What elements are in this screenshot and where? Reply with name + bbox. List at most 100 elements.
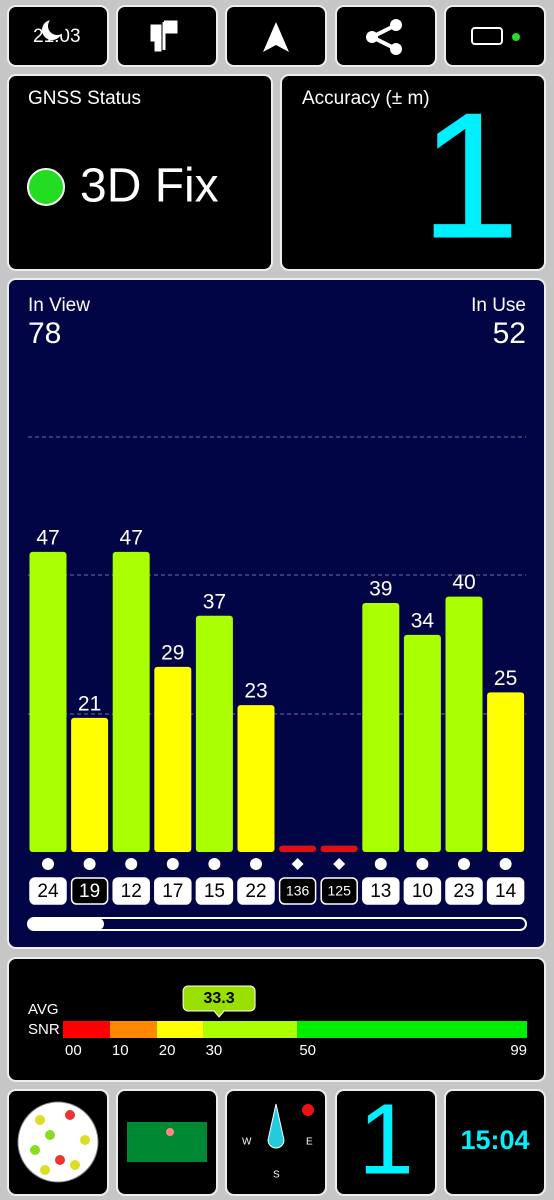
snr-value: 29 xyxy=(161,641,184,664)
prn-label: 136 xyxy=(286,883,310,899)
used-marker xyxy=(166,858,179,870)
prn-box[interactable] xyxy=(237,877,275,905)
prn-box[interactable] xyxy=(278,877,317,905)
unused-marker xyxy=(333,858,346,870)
scroll-thumb[interactable] xyxy=(28,918,104,930)
share-tile[interactable] xyxy=(335,5,437,67)
snr-value: 39 xyxy=(369,578,392,601)
prn-label: 15 xyxy=(204,881,225,902)
clock-tile[interactable] xyxy=(444,1089,546,1196)
snr-bar xyxy=(487,692,525,852)
poi-icon xyxy=(150,20,178,52)
prn-label: 125 xyxy=(328,883,352,899)
avg-value: 33.3 xyxy=(204,990,235,1007)
poi-tile[interactable] xyxy=(116,5,218,67)
snr-value: 21 xyxy=(78,692,101,715)
prn-box[interactable] xyxy=(195,877,234,905)
map-icon xyxy=(127,1122,207,1162)
snr-value: 47 xyxy=(120,526,143,549)
compass-letter: S xyxy=(273,1170,280,1181)
prn-label: 10 xyxy=(412,881,433,902)
prn-box[interactable] xyxy=(154,877,192,905)
snr-panel[interactable] xyxy=(7,957,546,1082)
used-marker xyxy=(374,858,387,870)
snr-bar xyxy=(362,602,400,852)
fix-text: 3D Fix xyxy=(80,160,219,213)
snr-value: 47 xyxy=(36,526,59,549)
snr-tick-label: 99 xyxy=(510,1042,527,1059)
snr-bar xyxy=(237,705,275,852)
prn-label: 22 xyxy=(245,881,266,902)
battery-tile[interactable] xyxy=(444,5,546,67)
used-marker xyxy=(416,858,429,870)
avg-pointer xyxy=(182,985,256,1018)
prn-box[interactable] xyxy=(362,877,400,905)
guide-lines xyxy=(28,436,526,715)
used-marker xyxy=(499,858,512,870)
status-bar: 21:03 xyxy=(7,5,546,67)
prn-label: 14 xyxy=(495,881,517,902)
prn-label: 12 xyxy=(121,881,142,902)
snr-segment xyxy=(203,1021,298,1038)
snr-segment xyxy=(156,1021,204,1038)
map-marker xyxy=(166,1128,174,1136)
used-marker xyxy=(208,858,221,870)
accuracy-mini-tile[interactable] xyxy=(335,1089,437,1196)
snr-segment xyxy=(63,1021,110,1038)
gnss-status-title: GNSS Status xyxy=(28,88,141,109)
snr-segment xyxy=(297,1021,527,1038)
used-marker xyxy=(250,858,262,870)
prn-box[interactable] xyxy=(320,877,358,905)
used-marker xyxy=(83,858,96,870)
compass-letter: W xyxy=(242,1137,252,1148)
share-dot xyxy=(390,43,402,55)
compass-dot xyxy=(302,1104,314,1116)
clock: 15:04 xyxy=(460,1125,529,1155)
prn-box[interactable] xyxy=(486,877,525,905)
snr-value: 40 xyxy=(452,571,475,594)
compass-needle xyxy=(267,1103,285,1149)
snr-tick-label: 20 xyxy=(159,1042,176,1059)
used-marker xyxy=(125,858,138,870)
prn-box[interactable] xyxy=(70,877,109,905)
prn-box[interactable] xyxy=(29,877,67,905)
snr-tick-label: 30 xyxy=(206,1042,223,1059)
accuracy-mini: 1 xyxy=(358,1083,414,1195)
prn-box[interactable] xyxy=(112,877,150,905)
snr-bar xyxy=(403,634,441,852)
in-view-label: In View xyxy=(28,295,90,316)
fix-indicator xyxy=(27,168,65,206)
in-view-value: 78 xyxy=(28,317,61,350)
used-marker xyxy=(42,858,54,870)
prn-label: 23 xyxy=(453,881,474,902)
used-marker xyxy=(458,858,470,870)
snr-tick-label: 50 xyxy=(299,1042,316,1059)
prn-label: 19 xyxy=(79,881,100,902)
prn-label: 24 xyxy=(37,881,59,902)
snr-value: 34 xyxy=(411,609,435,632)
snr-tick-label: 10 xyxy=(112,1042,129,1059)
unused-marker xyxy=(291,858,304,870)
snr-segment xyxy=(109,1021,157,1038)
snr-bars: 47 24 21 19 47 12 29 17 37 15 23 22 136 125 39 13 34 10 40… xyxy=(29,526,525,905)
avg-label: AVG xyxy=(28,1001,59,1018)
prn-box[interactable] xyxy=(445,877,483,905)
accuracy-tile[interactable] xyxy=(280,74,546,271)
moon-icon-cut xyxy=(48,17,66,35)
snr-scale: 00 10 20 30 50 99 33.3 xyxy=(62,985,528,1059)
share-dot xyxy=(390,19,402,31)
in-use-value: 52 xyxy=(493,317,526,350)
snr-bar xyxy=(279,845,317,852)
compass-letter: E xyxy=(306,1137,313,1148)
snr-label: SNR xyxy=(28,1021,60,1038)
snr-bar xyxy=(112,551,150,852)
battery-icon xyxy=(471,27,503,45)
prn-box[interactable] xyxy=(403,877,442,905)
gnss-status-tile[interactable] xyxy=(7,74,273,271)
share-dot xyxy=(366,31,378,43)
snr-bar xyxy=(320,845,358,852)
snr-bar xyxy=(154,666,192,852)
snr-bar xyxy=(71,717,109,852)
